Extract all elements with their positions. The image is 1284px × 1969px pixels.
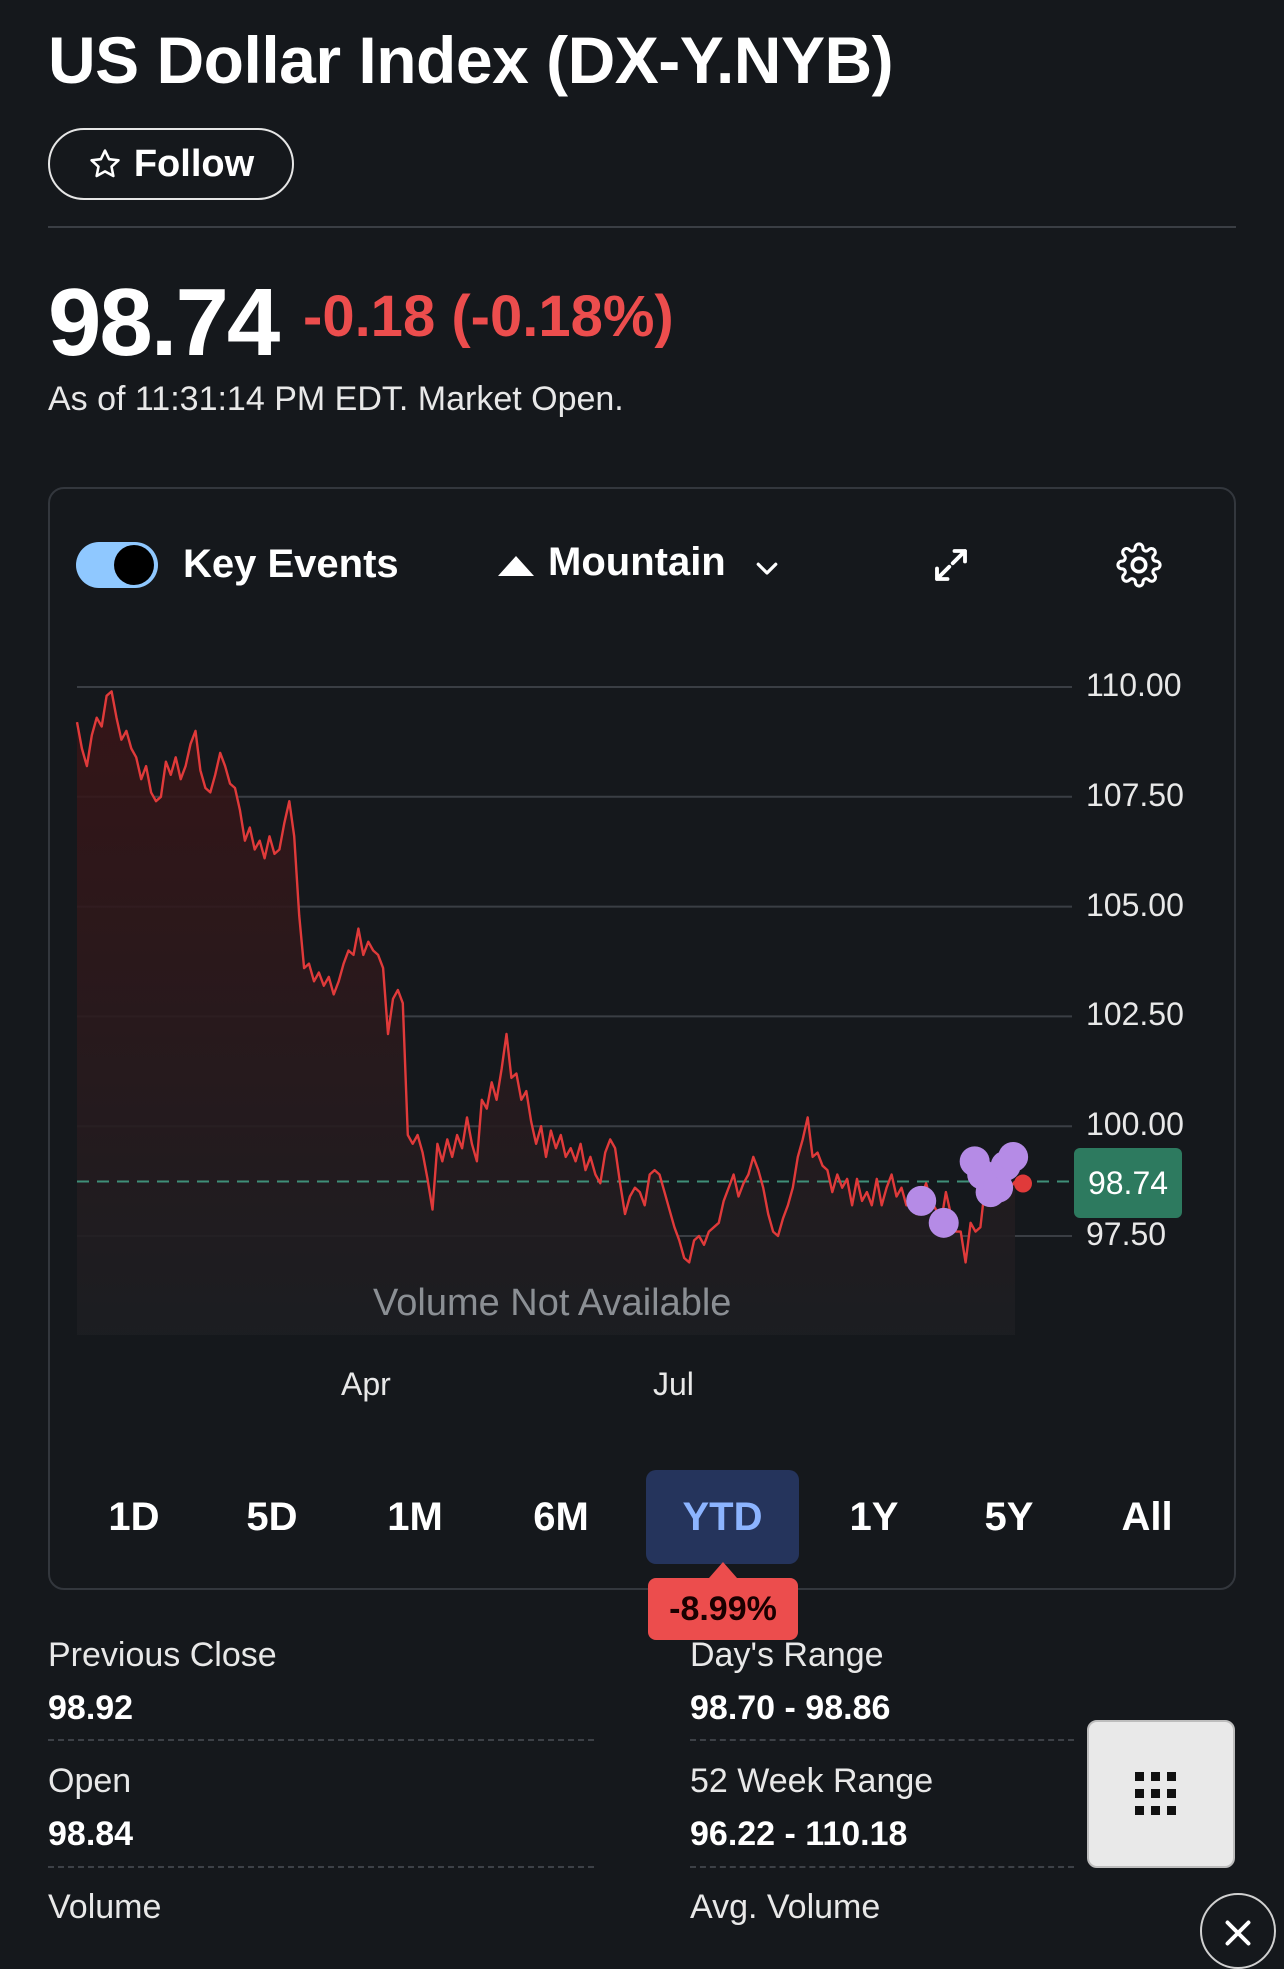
gear-icon[interactable] (1116, 542, 1162, 588)
badge-pointer (709, 1562, 737, 1578)
range-1d[interactable]: 1D (108, 1494, 160, 1539)
y-tick-label: 110.00 (1086, 667, 1182, 703)
price-change: -0.18 (-0.18%) (303, 284, 674, 349)
avg-volume-label: Avg. Volume (690, 1888, 881, 1926)
range-5d[interactable]: 5D (246, 1494, 298, 1539)
toggle-knob (114, 545, 154, 585)
previous-close-label: Previous Close (48, 1636, 277, 1674)
mountain-icon (498, 556, 534, 576)
page-title: US Dollar Index (DX-Y.NYB) (48, 23, 894, 97)
y-tick-label: 100.00 (1086, 1106, 1184, 1143)
y-tick-label: 102.50 (1086, 996, 1184, 1033)
stat-divider (48, 1866, 594, 1868)
chart-type-selector[interactable]: Mountain (548, 540, 726, 584)
header-divider (48, 226, 1236, 228)
x-tick-label: Jul (653, 1366, 694, 1402)
current-price: 98.74 (48, 269, 280, 376)
volume-not-available: Volume Not Available (373, 1282, 732, 1324)
open-label: Open (48, 1762, 132, 1800)
range-1y[interactable]: 1Y (849, 1494, 899, 1539)
range-ytd[interactable]: YTD (646, 1470, 799, 1564)
apps-button[interactable] (1087, 1720, 1235, 1868)
open-value: 98.84 (48, 1815, 134, 1853)
range-5y[interactable]: 5Y (984, 1494, 1034, 1539)
range-change-badge: -8.99% (648, 1578, 798, 1640)
stat-divider (690, 1866, 1074, 1868)
chart-card (48, 487, 1236, 1590)
key-events-label: Key Events (183, 542, 399, 586)
range-6m[interactable]: 6M (533, 1494, 589, 1539)
volume-label: Volume (48, 1888, 162, 1926)
market-status: As of 11:31:14 PM EDT. Market Open. (48, 380, 624, 418)
stat-divider (690, 1739, 1074, 1741)
previous-close-value: 98.92 (48, 1689, 134, 1727)
range-1m[interactable]: 1M (387, 1494, 443, 1539)
days-range-label: Day's Range (690, 1636, 884, 1674)
week52-range-value: 96.22 - 110.18 (690, 1815, 908, 1853)
week52-range-label: 52 Week Range (690, 1762, 934, 1800)
expand-icon[interactable] (930, 544, 972, 586)
close-button[interactable] (1200, 1893, 1276, 1969)
y-tick-label: 107.50 (1086, 776, 1184, 813)
stat-divider (48, 1739, 594, 1741)
follow-button[interactable]: Follow (48, 128, 294, 200)
y-tick-label: 97.50 (1086, 1216, 1167, 1252)
star-icon (90, 149, 120, 178)
days-range-value: 98.70 - 98.86 (690, 1689, 891, 1727)
close-icon (1225, 1920, 1251, 1946)
y-tick-label: 105.00 (1086, 886, 1184, 923)
current-price-badge: 98.74 (1074, 1148, 1182, 1218)
range-all[interactable]: All (1121, 1494, 1173, 1539)
x-tick-label: Apr (341, 1366, 391, 1402)
follow-label: Follow (133, 142, 255, 185)
grid-icon (1135, 1772, 1176, 1815)
chevron-down-icon[interactable] (752, 553, 782, 583)
